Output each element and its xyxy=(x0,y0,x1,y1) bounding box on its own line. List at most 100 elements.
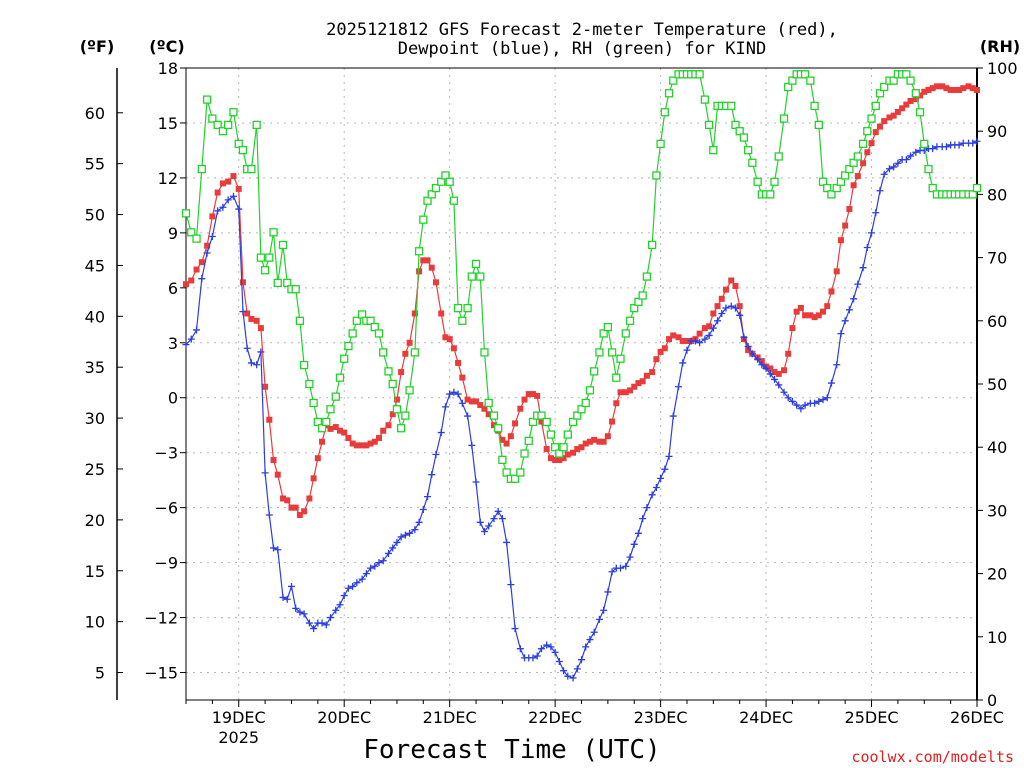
x-tick-label: 22DEC xyxy=(528,708,582,727)
temperature-point xyxy=(521,396,528,403)
dewpoint-point xyxy=(912,148,920,156)
temperature-point xyxy=(432,279,439,286)
temperature-point xyxy=(643,372,650,379)
temperature-point xyxy=(679,337,686,344)
temperature-point xyxy=(367,440,374,447)
temperature-point xyxy=(872,129,879,136)
temperature-point xyxy=(570,449,577,456)
source-credit: coolwx.com/modelts xyxy=(851,748,1014,766)
rh-point xyxy=(823,183,832,193)
rh-point xyxy=(550,443,560,452)
dewpoint-point xyxy=(626,553,634,561)
dewpoint-point xyxy=(555,658,563,666)
rh-point xyxy=(305,379,314,389)
temperature-point xyxy=(921,88,928,95)
celsius-tick-label: 12 xyxy=(158,169,178,188)
dewpoint-point xyxy=(722,304,730,312)
dewpoint-point xyxy=(731,304,739,312)
temperature-point xyxy=(214,189,221,196)
dewpoint-point xyxy=(529,654,537,662)
dewpoint-point xyxy=(652,484,660,492)
rh-point xyxy=(836,177,846,186)
celsius-tick-label: 3 xyxy=(168,334,178,353)
temperature-point xyxy=(683,337,690,344)
celsius-tick-label: −15 xyxy=(144,664,178,683)
rh-point xyxy=(397,424,406,433)
fahrenheit-tick-label: 55 xyxy=(85,155,105,174)
dewpoint-point xyxy=(219,203,227,211)
temperature-point xyxy=(649,369,656,376)
dewpoint-point xyxy=(833,361,841,369)
rh-point xyxy=(374,329,384,338)
fahrenheit-tick-label: 30 xyxy=(85,409,105,428)
temperature-point xyxy=(745,347,752,354)
temperature-point xyxy=(864,149,871,156)
fahrenheit-tick-label: 15 xyxy=(85,562,105,581)
temperature-point xyxy=(310,475,317,482)
dewpoint-point xyxy=(643,504,651,512)
chart-title-line-2: Dewpoint (blue), RH (green) for KIND xyxy=(398,39,766,59)
temperature-point xyxy=(631,383,638,390)
temperature-point xyxy=(675,334,682,341)
temperature-point xyxy=(349,440,356,447)
temperature-point xyxy=(442,334,449,341)
dewpoint-point xyxy=(762,364,770,372)
dewpoint-point xyxy=(247,359,255,367)
temperature-point xyxy=(327,425,334,432)
dewpoint-point xyxy=(675,383,683,391)
rh-point xyxy=(295,316,305,325)
temperature-point xyxy=(204,242,211,249)
rh-point xyxy=(445,177,454,186)
rh-point xyxy=(471,259,481,269)
dewpoint-point xyxy=(890,163,898,171)
temperature-point xyxy=(314,455,321,462)
dewpoint-point xyxy=(955,141,963,149)
temperature-point xyxy=(912,96,919,103)
rh-point xyxy=(388,379,397,389)
rh-point xyxy=(247,164,256,174)
temperature-point xyxy=(428,264,435,271)
x-tick-label: 24DEC xyxy=(739,708,793,727)
rh-point xyxy=(880,82,889,92)
rh-point xyxy=(743,146,753,155)
dewpoint-point xyxy=(397,533,405,541)
dewpoint-point xyxy=(582,643,590,651)
dewpoint-point xyxy=(485,522,493,530)
temperature-point xyxy=(198,259,205,266)
temperature-point xyxy=(969,85,976,92)
rh-point xyxy=(770,177,779,186)
dewpoint-point xyxy=(560,667,568,675)
dewpoint-point xyxy=(564,672,572,680)
dewpoint-point xyxy=(841,317,849,325)
dewpoint-point xyxy=(389,544,397,552)
temperature-point xyxy=(280,495,287,502)
rh-point xyxy=(229,108,238,117)
temperature-point xyxy=(811,314,818,321)
rh-point xyxy=(335,373,345,382)
temperature-point xyxy=(574,446,581,453)
rh-point xyxy=(542,417,551,427)
temperature-point xyxy=(661,345,668,352)
dewpoint-point xyxy=(665,452,673,460)
temperature-point xyxy=(591,436,598,443)
rh-point xyxy=(326,405,335,414)
dewpoint-point xyxy=(876,187,884,195)
rh-tick-label: 30 xyxy=(987,501,1007,520)
rh-point xyxy=(638,291,647,300)
rh-point xyxy=(463,304,472,313)
rh-point xyxy=(476,272,485,281)
rh-point xyxy=(431,183,441,193)
x-year-label: 2025 xyxy=(218,728,259,747)
x-axis-title: Forecast Time (UTC) xyxy=(363,735,660,765)
temperature-point xyxy=(617,389,624,396)
dewpoint-point xyxy=(740,333,748,341)
dewpoint-point xyxy=(586,636,594,644)
rh-point xyxy=(322,417,331,427)
dewpoint-point xyxy=(367,564,375,572)
rh-point xyxy=(344,341,353,351)
dewpoint-point xyxy=(630,540,638,548)
dewpoint-point xyxy=(375,559,383,567)
dewpoint-point xyxy=(639,515,647,523)
rh-point xyxy=(559,443,568,452)
